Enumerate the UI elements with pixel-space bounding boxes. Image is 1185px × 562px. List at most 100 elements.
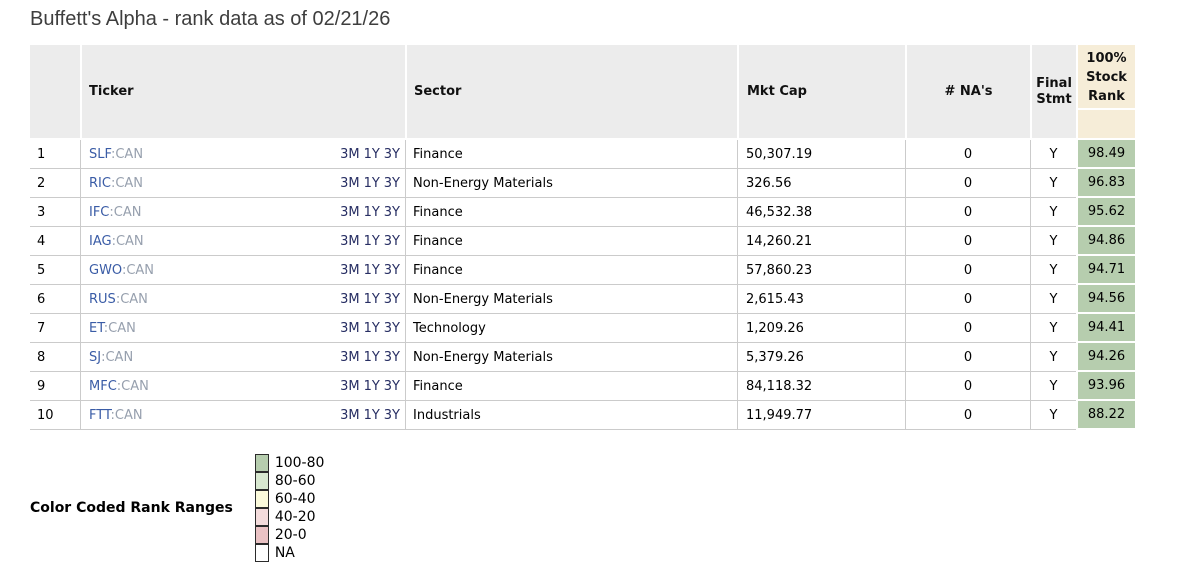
table-row: 10 FTT:CAN 3M 1Y 3Y Industrials 11,949.77 0 Y 88.… [30,401,1135,430]
stock-rank-cell: 96.83 [1076,169,1135,198]
ticker-link[interactable]: MFC [89,378,117,394]
ticker-cell: RIC:CAN 3M 1Y 3Y [80,169,405,198]
period-link-1y[interactable]: 1Y [363,291,380,307]
legend-item: 40-20 [254,508,325,526]
period-link-3m[interactable]: 3M [340,204,360,220]
final-stmt-cell: Y [1030,198,1076,227]
stock-rank-cell: 94.56 [1076,285,1135,314]
table-body: 1 SLF:CAN 3M 1Y 3Y Finance 50,307.19 0 Y 98.49 2 RI… [30,140,1135,430]
ticker-link[interactable]: IAG [89,233,112,249]
period-link-3m[interactable]: 3M [340,175,360,191]
num-nas-cell: 0 [905,140,1030,169]
ticker-cell: SJ:CAN 3M 1Y 3Y [80,343,405,372]
period-link-1y[interactable]: 1Y [363,233,380,249]
legend-swatch [254,490,269,508]
ticker-link[interactable]: ET [89,320,104,336]
sector-cell: Finance [405,140,737,169]
period-link-3y[interactable]: 3Y [383,175,400,191]
stock-rank-cell: 94.41 [1076,314,1135,343]
period-link-1y[interactable]: 1Y [363,349,380,365]
legend-swatch [254,454,269,472]
mkt-cap-cell: 326.56 [737,169,905,198]
row-number: 3 [30,198,80,227]
num-nas-cell: 0 [905,401,1030,430]
period-link-3y[interactable]: 3Y [383,204,400,220]
final-stmt-cell: Y [1030,314,1076,343]
ticker-link[interactable]: IFC [89,204,110,220]
period-link-3y[interactable]: 3Y [383,262,400,278]
ticker-link[interactable]: RUS [89,291,116,307]
ticker-link[interactable]: SLF [89,146,111,162]
num-nas-cell: 0 [905,343,1030,372]
ticker-cell: FTT:CAN 3M 1Y 3Y [80,401,405,430]
ticker-link[interactable]: FTT [89,407,111,423]
header-sector: Sector [405,45,737,140]
period-link-3m[interactable]: 3M [340,320,360,336]
legend-label: 100-80 [274,455,325,471]
num-nas-cell: 0 [905,169,1030,198]
header-stock-rank: 100% Stock Rank [1076,45,1135,140]
period-link-3y[interactable]: 3Y [383,320,400,336]
ticker-cell: IFC:CAN 3M 1Y 3Y [80,198,405,227]
header-row: Ticker Sector Mkt Cap # NA's Final Stmt … [30,45,1135,140]
ticker-text: FTT:CAN [89,408,143,423]
period-link-3y[interactable]: 3Y [383,233,400,249]
sector-cell: Technology [405,314,737,343]
legend-item: 100-80 [254,454,325,472]
row-number: 2 [30,169,80,198]
period-link-3y[interactable]: 3Y [383,349,400,365]
legend-label: 20-0 [274,527,307,543]
ticker-link[interactable]: RIC [89,175,111,191]
period-link-3m[interactable]: 3M [340,233,360,249]
period-links: 3M 1Y 3Y [340,263,400,278]
final-stmt-cell: Y [1030,169,1076,198]
period-links: 3M 1Y 3Y [340,147,400,162]
header-mkt-cap: Mkt Cap [737,45,905,140]
ticker-link[interactable]: SJ [89,349,102,365]
period-link-3m[interactable]: 3M [340,407,360,423]
sector-cell: Non-Energy Materials [405,343,737,372]
period-link-3m[interactable]: 3M [340,378,360,394]
period-link-1y[interactable]: 1Y [363,407,380,423]
legend-swatch [254,472,269,490]
mkt-cap-cell: 5,379.26 [737,343,905,372]
period-link-3m[interactable]: 3M [340,262,360,278]
num-nas-cell: 0 [905,314,1030,343]
ticker-text: RUS:CAN [89,292,148,307]
mkt-cap-cell: 1,209.26 [737,314,905,343]
row-number: 9 [30,372,80,401]
row-number: 5 [30,256,80,285]
period-links: 3M 1Y 3Y [340,176,400,191]
header-rank-number [30,45,80,140]
period-link-1y[interactable]: 1Y [363,175,380,191]
table-row: 2 RIC:CAN 3M 1Y 3Y Non-Energy Materials 326.56… [30,169,1135,198]
ticker-cell: RUS:CAN 3M 1Y 3Y [80,285,405,314]
ticker-link[interactable]: GWO [89,262,122,278]
ticker-cell: SLF:CAN 3M 1Y 3Y [80,140,405,169]
stock-rank-cell: 88.22 [1076,401,1135,430]
period-link-1y[interactable]: 1Y [363,204,380,220]
period-links: 3M 1Y 3Y [340,234,400,249]
final-stmt-cell: Y [1030,140,1076,169]
period-link-3m[interactable]: 3M [340,146,360,162]
period-link-1y[interactable]: 1Y [363,378,380,394]
period-link-1y[interactable]: 1Y [363,262,380,278]
period-link-3m[interactable]: 3M [340,349,360,365]
period-links: 3M 1Y 3Y [340,379,400,394]
stock-rank-cell: 98.49 [1076,140,1135,169]
period-link-3y[interactable]: 3Y [383,378,400,394]
ticker-suffix: :CAN [111,233,144,249]
sector-cell: Finance [405,372,737,401]
legend-heading: Color Coded Rank Ranges [30,500,233,516]
stock-rank-cell: 93.96 [1076,372,1135,401]
period-link-3y[interactable]: 3Y [383,146,400,162]
period-link-1y[interactable]: 1Y [363,320,380,336]
num-nas-cell: 0 [905,372,1030,401]
final-stmt-cell: Y [1030,372,1076,401]
period-link-3y[interactable]: 3Y [383,291,400,307]
period-link-3y[interactable]: 3Y [383,407,400,423]
period-link-3m[interactable]: 3M [340,291,360,307]
num-nas-cell: 0 [905,285,1030,314]
mkt-cap-cell: 50,307.19 [737,140,905,169]
period-link-1y[interactable]: 1Y [363,146,380,162]
